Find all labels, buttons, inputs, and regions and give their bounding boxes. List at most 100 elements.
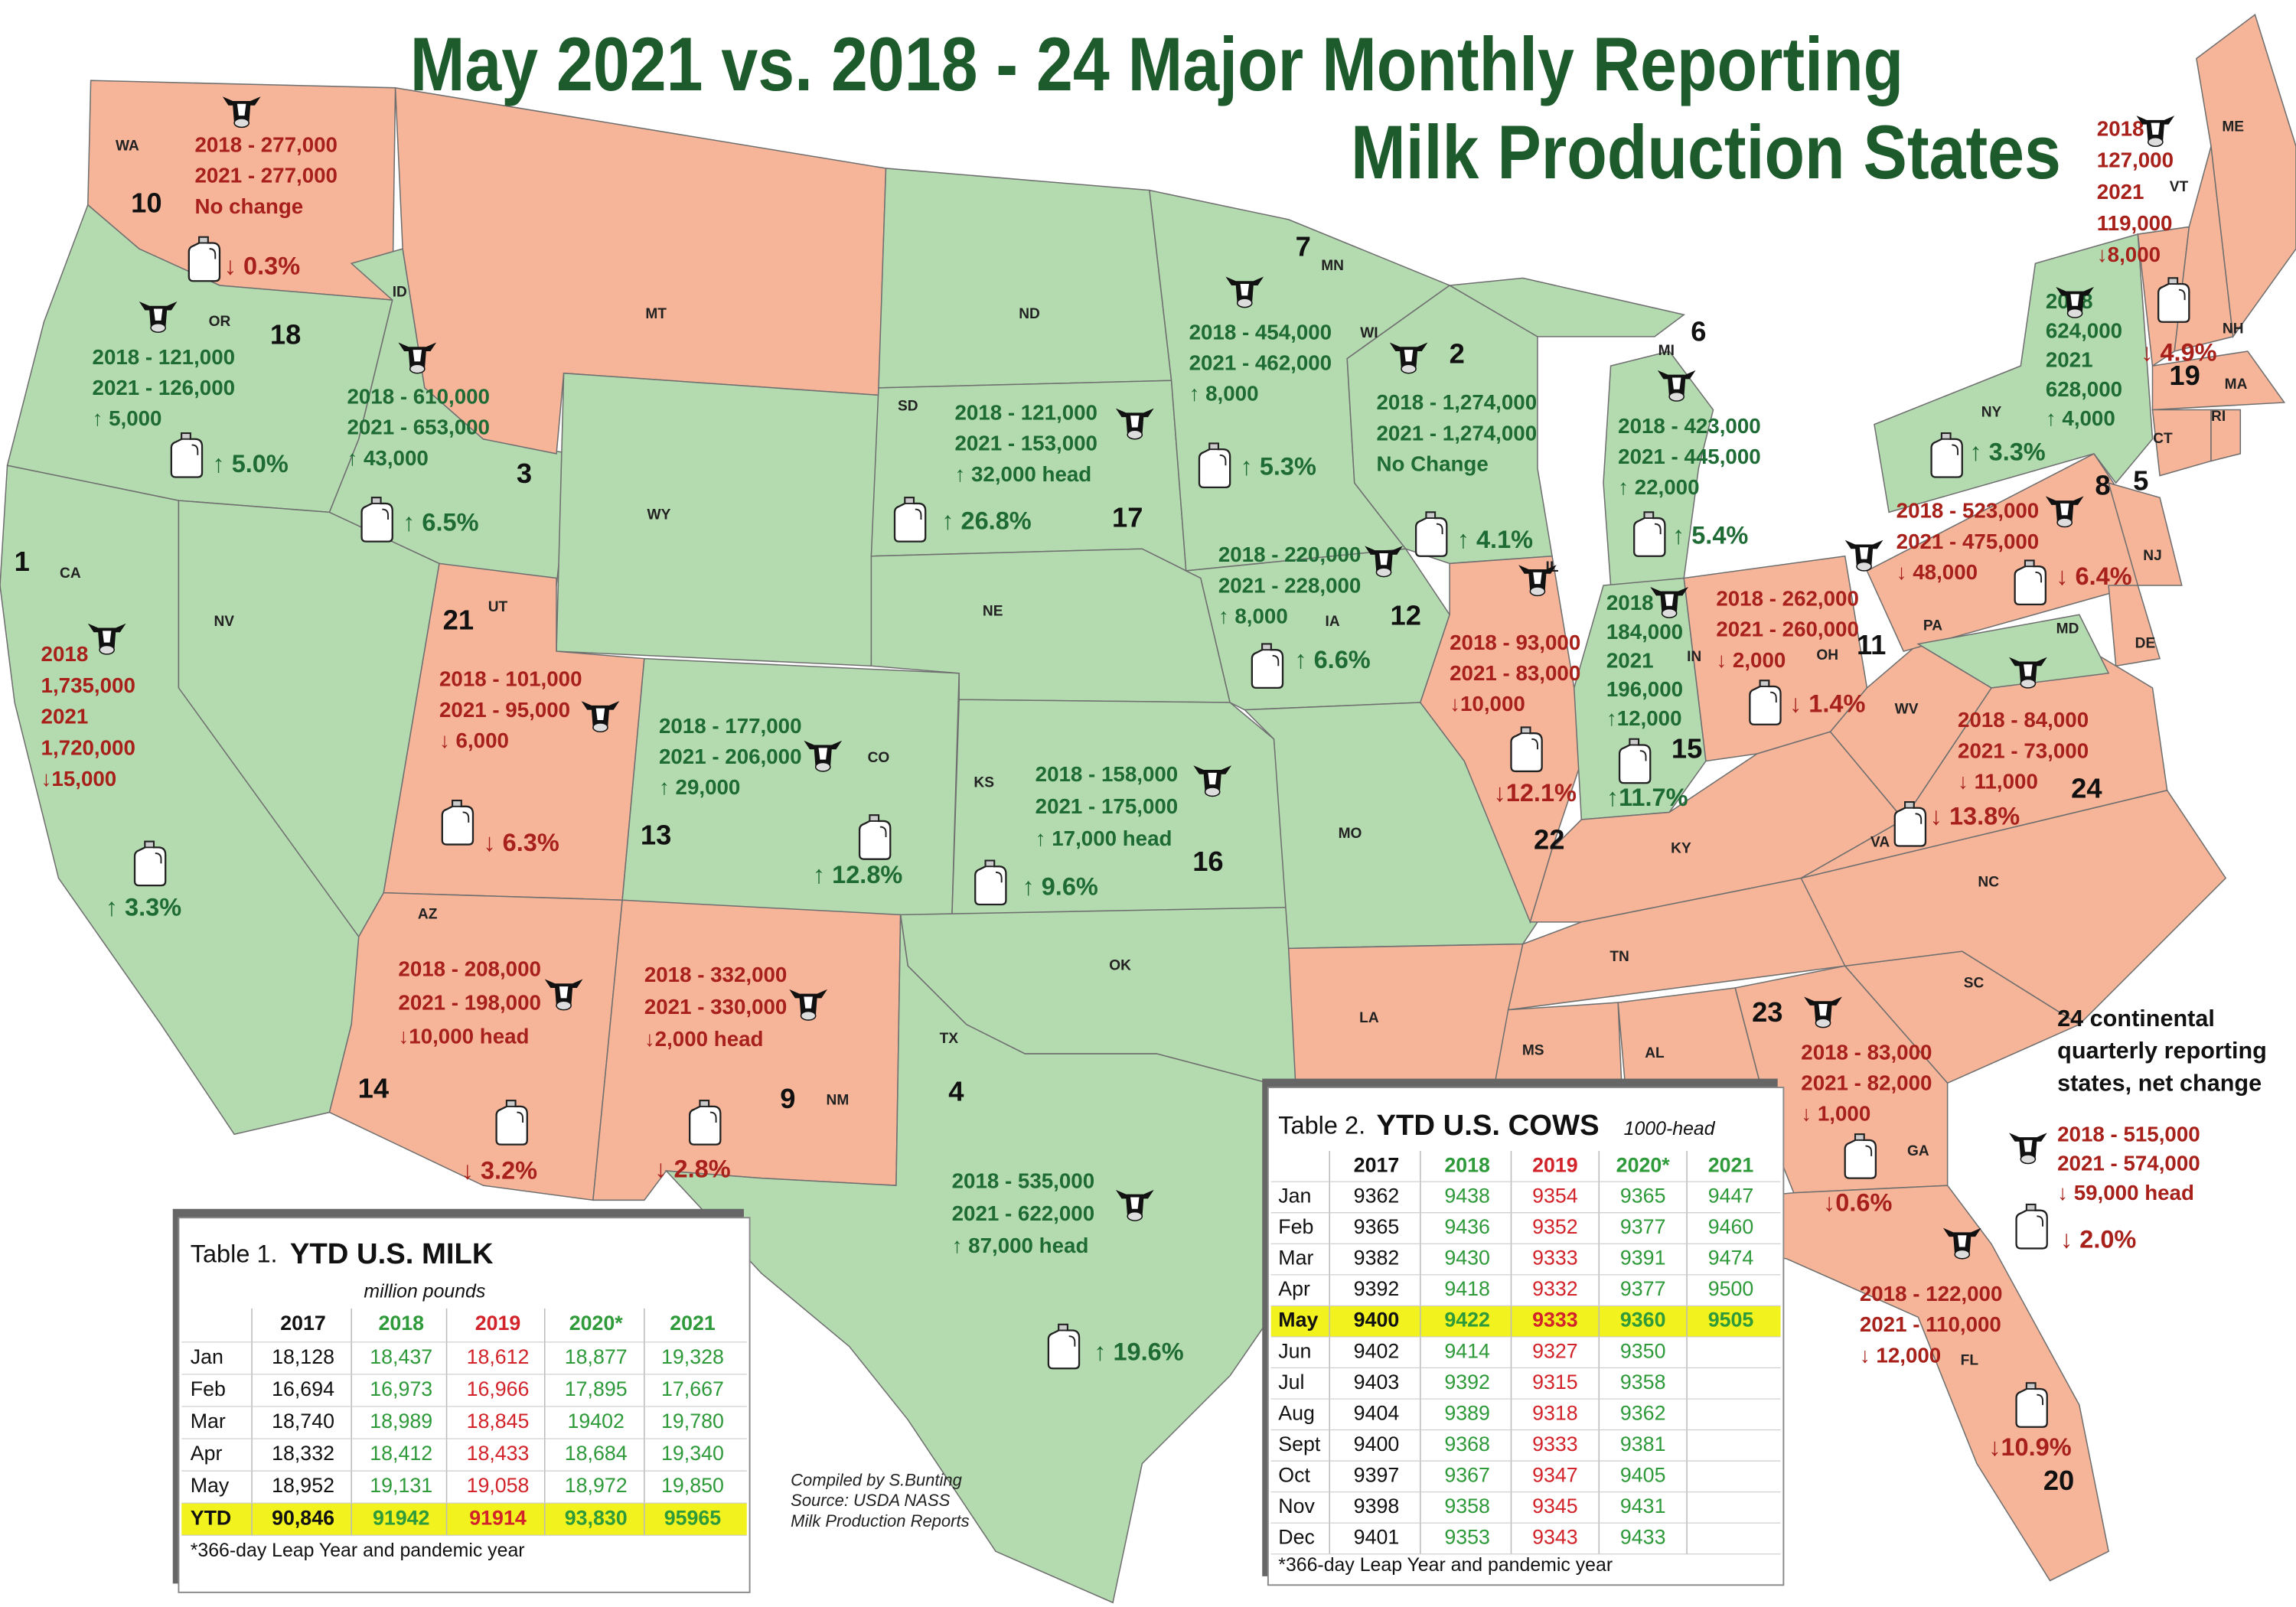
state-info: PA 8 2018 - 523,000 2021 - 475,000 ↓ 48,000 ↓… <box>1896 469 2132 634</box>
table-cell: 19,780 <box>661 1410 724 1433</box>
credit-line: Milk Production Reports <box>791 1511 969 1530</box>
net-change: ↓ 2.0% <box>2060 1225 2136 1253</box>
table-cell: 9447 <box>1708 1185 1754 1208</box>
state-line: 2021 - 198,000 <box>398 990 541 1014</box>
state-shape <box>2210 409 2242 462</box>
state-line: ↑ 5,000 <box>93 406 162 430</box>
state-info: OR 18 2018 - 121,000 2021 - 126,000 ↑ 5,000 ↑… <box>93 314 302 478</box>
state-info: CO 13 2018 - 177,000 2021 - 206,000 ↑ 29,000… <box>641 714 902 888</box>
state-line: 2018 - 262,000 <box>1716 586 1859 610</box>
table-cell: 9500 <box>1708 1277 1754 1300</box>
state-rank: 12 <box>1391 600 1421 631</box>
table-unit: million pounds <box>364 1280 485 1302</box>
state-rank: 7 <box>1296 231 1311 262</box>
state-info: IN 15 2018 184,000 2021 196,000 ↑12,000 ↑11.7% <box>1606 591 1702 811</box>
state-abbr: RI <box>2211 409 2226 425</box>
state-abbr: NY <box>1981 404 2002 420</box>
state-rank: 2 <box>1450 337 1465 369</box>
state-abbr: IA <box>1326 614 1340 630</box>
table-cell: 93,830 <box>565 1506 628 1529</box>
row-label: Feb <box>1278 1215 1313 1238</box>
table-unit: 1000-head <box>1624 1118 1716 1139</box>
table-cell: 90,846 <box>272 1506 334 1529</box>
state-rank: 16 <box>1192 846 1223 877</box>
state-abbr: OR <box>209 314 231 330</box>
state-line: 2021 - 83,000 <box>1450 661 1580 685</box>
column-header: 2017 <box>280 1312 326 1335</box>
state-rank: 11 <box>1857 629 1886 660</box>
table-cell: 9438 <box>1444 1185 1490 1208</box>
state-info: MN 7 2018 - 454,000 2021 - 462,000 ↑ 8,000 ↑ … <box>1189 231 1344 481</box>
state-line: 2018 <box>1606 591 1654 614</box>
state-abbr: VA <box>1870 835 1890 851</box>
table-cell: 9430 <box>1444 1247 1490 1270</box>
state-abbr: VT <box>2170 179 2189 195</box>
table-cell: 19,131 <box>370 1474 432 1497</box>
state-line: 2021 - 206,000 <box>659 745 802 768</box>
state-line: 2018 - 121,000 <box>954 401 1097 425</box>
table-cell: 17,667 <box>661 1377 724 1400</box>
highlight-row <box>181 1503 747 1536</box>
table-cell: 17,895 <box>565 1377 628 1400</box>
column-header: 2018 <box>1444 1153 1490 1176</box>
state-abbr: OH <box>1816 647 1838 663</box>
state-abbr: ND <box>1019 306 1040 322</box>
table-cell: 9362 <box>1354 1185 1400 1208</box>
state-line: 2021 - 1,274,000 <box>1376 421 1537 445</box>
state-shape <box>1916 614 2110 689</box>
table-cell: 18,128 <box>272 1345 334 1368</box>
state-line: 2018 - 423,000 <box>1618 414 1761 438</box>
state-change: ↑ 6.6% <box>1294 646 1370 673</box>
state-line: 2018 - 158,000 <box>1035 762 1179 786</box>
state-line: 2018 - 83,000 <box>1801 1040 1932 1064</box>
state-abbr: PA <box>1923 618 1942 634</box>
table-cell: 9436 <box>1444 1215 1490 1238</box>
net-heading: 24 continental <box>2057 1006 2215 1032</box>
table-cell: 9362 <box>1620 1401 1666 1424</box>
table-cell: 9358 <box>1444 1495 1490 1517</box>
state-line: 2021 - 126,000 <box>93 376 236 399</box>
table-cell: 9403 <box>1354 1371 1400 1393</box>
state-line: 2021 - 228,000 <box>1218 573 1362 597</box>
state-abbr: TN <box>1609 949 1629 965</box>
state-change: ↑ 5.0% <box>212 450 288 478</box>
table-cell: 9402 <box>1354 1339 1400 1362</box>
table-label: Table 2. <box>1278 1111 1365 1139</box>
state-line: 2021 <box>1606 649 1654 673</box>
state-abbr: OK <box>1109 957 1131 973</box>
state-info: MI 6 2018 - 423,000 2021 - 445,000 ↑ 22,000 ↑… <box>1618 316 1761 549</box>
state-change: ↑ 5.4% <box>1672 522 1748 549</box>
state-info: WA 10 2018 - 277,000 2021 - 277,000 No chang… <box>116 133 338 280</box>
table-cell: 9433 <box>1620 1526 1666 1549</box>
table-cell: 9347 <box>1532 1463 1578 1486</box>
state-abbr: SC <box>1964 975 1985 991</box>
state-change: ↑ 12.8% <box>813 861 903 888</box>
state-shape <box>1287 943 1524 1091</box>
table-cell: 9333 <box>1532 1309 1578 1332</box>
table-cell: 9315 <box>1532 1371 1578 1393</box>
table-cell: 9365 <box>1620 1185 1666 1208</box>
state-line: 2018 - 101,000 <box>439 667 582 691</box>
state-abbr: LA <box>1359 1010 1379 1026</box>
state-rank: 14 <box>358 1072 390 1103</box>
table-cell: 9367 <box>1444 1463 1490 1486</box>
table-cell: 9474 <box>1708 1247 1754 1270</box>
state-rank: 23 <box>1752 996 1782 1028</box>
state-line: 119,000 <box>2097 211 2173 235</box>
table-cell: 19402 <box>567 1410 624 1433</box>
state-line: 2021 - 175,000 <box>1035 794 1179 818</box>
data-table: Table 2. YTD U.S. COWS 1000-head 2017 2018 20… <box>1262 1078 1785 1586</box>
state-info: NM 9 2018 - 332,000 2021 - 330,000 ↓2,000 he… <box>644 963 849 1183</box>
state-rank: 18 <box>270 318 301 350</box>
state-line: 628,000 <box>2046 377 2122 401</box>
state-line: 2018 - 454,000 <box>1189 320 1332 344</box>
state-rank: 1 <box>15 546 30 577</box>
cow-icon <box>2008 1132 2048 1165</box>
state-line: 196,000 <box>1606 677 1683 701</box>
state-info: TX 4 2018 - 535,000 2021 - 622,000 ↑ 87,000 … <box>940 1031 1184 1366</box>
state-line: 2018 - 332,000 <box>644 963 788 986</box>
state-line: 2021 - 462,000 <box>1189 351 1332 375</box>
state-change: ↑11.7% <box>1606 784 1688 811</box>
net-line: 2021 - 574,000 <box>2057 1152 2200 1175</box>
